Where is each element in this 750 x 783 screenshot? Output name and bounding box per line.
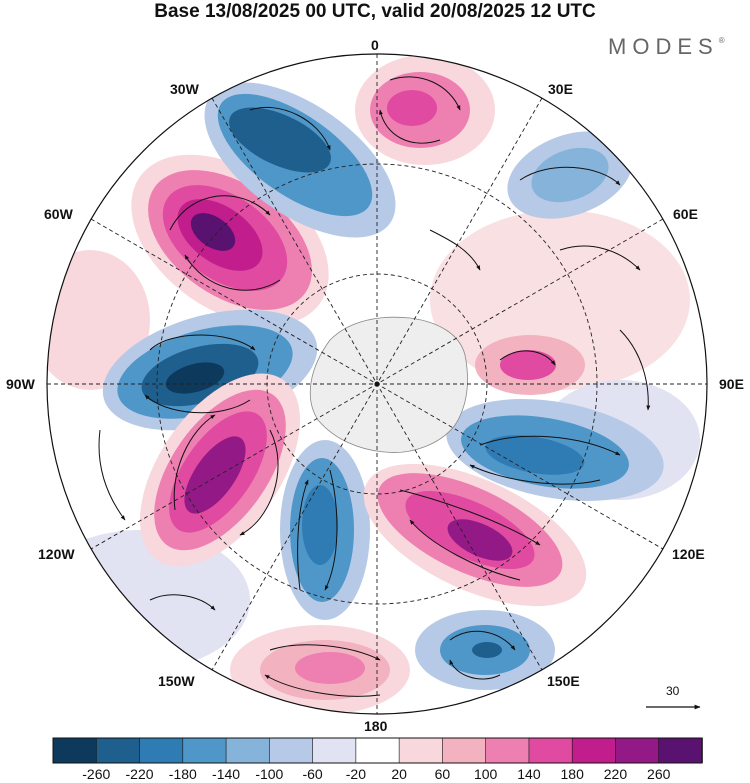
- colorbar-swatch: [95, 737, 141, 764]
- lon-label-180: 180: [364, 718, 388, 734]
- colorbar-tick-label: -140: [212, 766, 241, 782]
- anomaly-pos-80e: [475, 335, 585, 395]
- brand-text: MODES: [608, 34, 719, 59]
- colorbar-tick-label: 20: [391, 766, 407, 782]
- brand-mark: ®: [718, 36, 725, 45]
- colorbar-frame: [52, 737, 703, 764]
- colorbar-swatch: [225, 737, 271, 764]
- colorbar-swatch: [312, 737, 357, 764]
- colorbar-swatch: [52, 737, 98, 764]
- pole-marker: [374, 381, 380, 387]
- lon-label-150e: 150E: [547, 673, 580, 689]
- colorbar-swatch: [355, 737, 400, 764]
- colorbar-swatch: [269, 737, 314, 764]
- map-boundary: [46, 53, 708, 715]
- colorbar-tick-label: -60: [302, 766, 323, 782]
- anomaly-pos-120w: [140, 373, 300, 567]
- lon-label-90w: 90W: [6, 376, 35, 392]
- colorbar-tick-label: -260: [82, 766, 111, 782]
- colorbar-swatch: [485, 737, 530, 764]
- colorbar-swatch: [139, 737, 184, 764]
- lon-label-90e: 90E: [719, 376, 744, 392]
- colorbar-swatch: [442, 737, 487, 764]
- anomaly-neg-105e: [446, 399, 664, 501]
- wind-vectors: [98, 76, 651, 697]
- lon-label-150w: 150W: [158, 673, 195, 689]
- colorbar: [52, 737, 703, 764]
- anomaly-neg-160e: [415, 610, 555, 690]
- colorbar-tick-label: 140: [517, 766, 541, 782]
- map-title: Base 13/08/2025 00 UTC, valid 20/08/2025…: [154, 1, 596, 22]
- anomaly-pos-180: [230, 625, 410, 714]
- antarctica-landmass: [309, 316, 468, 453]
- colorbar-tick-label: -220: [125, 766, 154, 782]
- colorbar-swatch: [182, 737, 227, 764]
- lon-label-60e: 60E: [673, 206, 698, 222]
- anomaly-pos-10e: [355, 55, 495, 165]
- colorbar-swatch: [571, 737, 617, 764]
- colorbar-tick-label: 260: [647, 766, 671, 782]
- anomaly-neg-150w: [280, 440, 370, 620]
- colorbar-swatch: [615, 737, 660, 764]
- colorbar-tick-label: 220: [603, 766, 628, 782]
- anomaly-neg-30w: [204, 82, 396, 238]
- reference-vector-label: 30: [666, 684, 680, 698]
- colorbar-tick-label: -180: [168, 766, 197, 782]
- colorbar-tick-label: 180: [560, 766, 584, 782]
- lon-label-30e: 30E: [548, 81, 573, 97]
- anomaly-neg-45e: [507, 131, 633, 219]
- lon-label-60w: 60W: [44, 206, 73, 222]
- anomaly-pos-135e: [363, 463, 587, 607]
- colorbar-swatch: [658, 737, 703, 764]
- brand-logo: MODES®: [608, 34, 725, 60]
- lon-label-120w: 120W: [38, 546, 75, 562]
- colorbar-swatch: [528, 737, 574, 764]
- lon-label-30w: 30W: [170, 81, 199, 97]
- lon-label-120e: 120E: [672, 546, 705, 562]
- colorbar-tick-label: -20: [345, 766, 366, 782]
- colorbar-tick-label: -100: [255, 766, 284, 782]
- lon-label-0: 0: [371, 37, 379, 53]
- colorbar-tick-label: 100: [473, 766, 498, 782]
- colorbar-tick-label: 60: [434, 766, 451, 782]
- colorbar-swatch: [398, 737, 444, 764]
